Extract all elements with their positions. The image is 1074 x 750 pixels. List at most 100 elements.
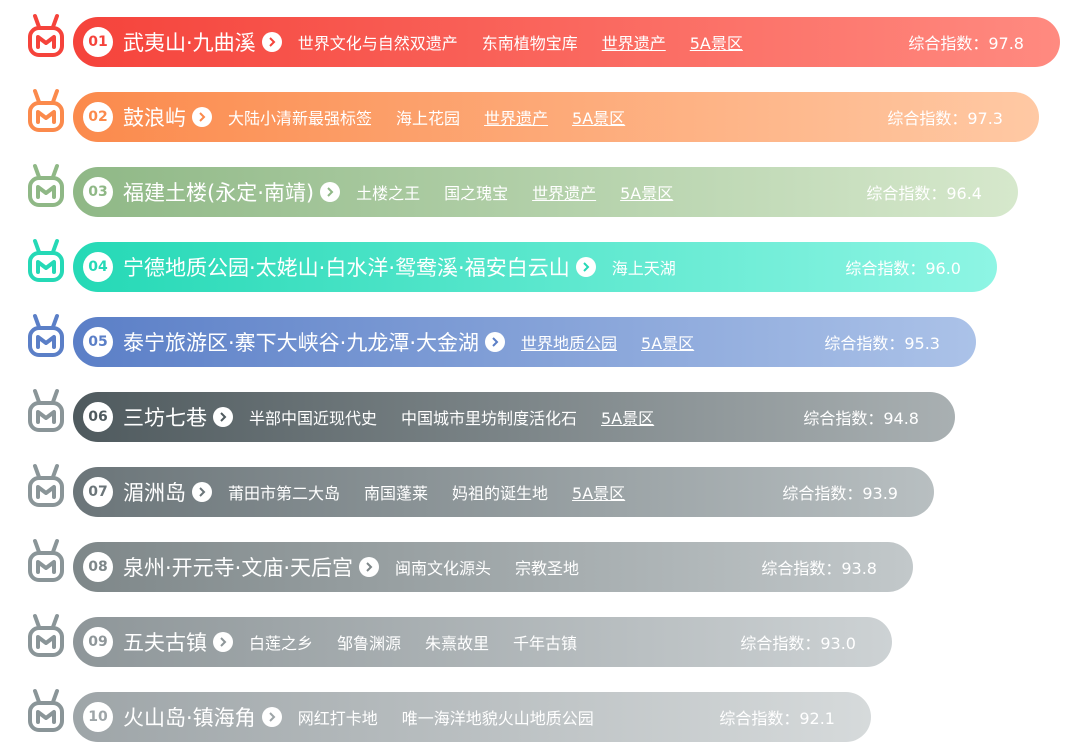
tag: 宗教圣地 xyxy=(515,559,580,578)
arrow-glyph xyxy=(220,412,227,422)
tag: 闽南文化源头 xyxy=(395,559,492,578)
tag[interactable]: 世界地质公园 xyxy=(521,334,618,353)
ranking-row[interactable]: 04 宁德地质公园·太姥山·白水洋·鸳鸯溪·福安白云山 海上天湖 综合指数：96.0 xyxy=(73,242,997,292)
rank-badge: 04 xyxy=(83,252,113,282)
arrow-glyph xyxy=(199,487,206,497)
ranking-row[interactable]: 05 泰宁旅游区·寨下大峡谷·九龙潭·大金湖 世界地质公园 5A景区 综合指数：95.3 xyxy=(73,317,976,367)
tag[interactable]: 世界遗产 xyxy=(601,34,666,53)
tag[interactable]: 世界遗产 xyxy=(484,109,549,128)
rank-badge: 07 xyxy=(83,477,113,507)
score: 综合指数：93.9 xyxy=(782,484,898,503)
tag: 莆田市第二大岛 xyxy=(228,484,341,503)
tag[interactable]: 5A景区 xyxy=(572,484,626,503)
tag: 海上天湖 xyxy=(611,259,676,278)
arrow-glyph xyxy=(327,187,334,197)
place-name[interactable]: 泰宁旅游区·寨下大峡谷·九龙潭·大金湖 xyxy=(123,331,480,355)
tag: 朱熹故里 xyxy=(425,634,490,653)
rank-icon xyxy=(28,614,64,657)
tag: 半部中国近现代史 xyxy=(249,409,378,428)
arrow-glyph xyxy=(220,637,227,647)
detail-arrow[interactable] xyxy=(192,107,212,127)
place-name[interactable]: 火山岛·镇海角 xyxy=(123,706,256,730)
tag: 网红打卡地 xyxy=(297,709,378,728)
rank-icon xyxy=(28,464,64,507)
tag: 唯一海洋地貌火山地质公园 xyxy=(401,709,594,728)
tag: 世界文化与自然双遗产 xyxy=(297,34,458,53)
tag[interactable]: 5A景区 xyxy=(601,409,655,428)
rank-badge: 06 xyxy=(83,402,113,432)
rank-icon xyxy=(28,314,64,357)
score: 综合指数：95.3 xyxy=(824,334,940,353)
rank-badge: 03 xyxy=(83,177,113,207)
tag[interactable]: 5A景区 xyxy=(641,334,695,353)
rank-badge: 08 xyxy=(83,552,113,582)
rank-badge: 10 xyxy=(83,702,113,732)
score: 综合指数：92.1 xyxy=(719,709,835,728)
tag[interactable]: 5A景区 xyxy=(572,109,626,128)
tag: 妈祖的诞生地 xyxy=(452,484,549,503)
rank-icon xyxy=(28,14,64,57)
rank-icon xyxy=(28,239,64,282)
detail-arrow[interactable] xyxy=(213,407,233,427)
rank-icon xyxy=(28,689,64,732)
tag[interactable]: 世界遗产 xyxy=(532,184,597,203)
ranking-row[interactable]: 01 武夷山·九曲溪 世界文化与自然双遗产 东南植物宝库 世界遗产 5A景区 综合指数：97… xyxy=(73,17,1060,67)
tag: 大陆小清新最强标签 xyxy=(228,109,373,128)
detail-arrow[interactable] xyxy=(320,182,341,202)
ranking-row[interactable]: 10 火山岛·镇海角 网红打卡地 唯一海洋地貌火山地质公园 综合指数：92.1 xyxy=(73,692,871,742)
place-name[interactable]: 福建土楼(永定·南靖) xyxy=(123,181,315,205)
tag: 南国蓬莱 xyxy=(364,484,429,503)
detail-arrow[interactable] xyxy=(261,707,282,727)
rank-badge: 01 xyxy=(83,27,113,57)
detail-arrow[interactable] xyxy=(359,557,380,577)
tag[interactable]: 5A景区 xyxy=(689,34,743,53)
ranking-row[interactable]: 07 湄洲岛 莆田市第二大岛 南国蓬莱 妈祖的诞生地 5A景区 综合指数：93.9 xyxy=(73,467,934,517)
detail-arrow[interactable] xyxy=(192,482,212,502)
ranking-row[interactable]: 02 鼓浪屿 大陆小清新最强标签 海上花园 世界遗产 5A景区 综合指数：97.3 xyxy=(73,92,1039,142)
score: 综合指数：93.0 xyxy=(740,634,856,653)
ranking-row[interactable]: 06 三坊七巷 半部中国近现代史 中国城市里坊制度活化石 5A景区 综合指数：94.8 xyxy=(73,392,955,442)
tag: 土楼之王 xyxy=(356,184,421,203)
tag: 邹鲁渊源 xyxy=(337,634,402,653)
place-name[interactable]: 泉州·开元寺·文庙·天后宫 xyxy=(123,556,354,580)
rank-badge: 05 xyxy=(83,327,113,357)
arrow-glyph xyxy=(268,712,276,722)
rank-badge: 09 xyxy=(83,627,113,657)
place-name[interactable]: 鼓浪屿 xyxy=(123,106,186,130)
place-name[interactable]: 湄洲岛 xyxy=(123,481,186,505)
score: 综合指数：94.8 xyxy=(803,409,919,428)
tag: 白莲之乡 xyxy=(249,634,314,653)
place-name[interactable]: 宁德地质公园·太姥山·白水洋·鸳鸯溪·福安白云山 xyxy=(123,256,570,280)
tag: 中国城市里坊制度活化石 xyxy=(401,409,578,428)
score: 综合指数：96.0 xyxy=(845,259,961,278)
ranking-row[interactable]: 03 福建土楼(永定·南靖) 土楼之王 国之瑰宝 世界遗产 5A景区 综合指数：96.4 xyxy=(73,167,1018,217)
detail-arrow[interactable] xyxy=(485,332,506,352)
rank-badge: 02 xyxy=(83,102,113,132)
arrow-glyph xyxy=(199,112,206,122)
arrow-glyph xyxy=(268,37,276,47)
arrow-glyph xyxy=(492,337,499,347)
tag: 海上花园 xyxy=(396,109,461,128)
rank-icon xyxy=(28,389,64,432)
tag[interactable]: 5A景区 xyxy=(620,184,674,203)
rank-icon xyxy=(28,164,64,207)
ranking-row[interactable]: 09 五夫古镇 白莲之乡 邹鲁渊源 朱熹故里 千年古镇 综合指数：93.0 xyxy=(73,617,892,667)
tag: 国之瑰宝 xyxy=(444,184,509,203)
arrow-glyph xyxy=(366,562,373,572)
tag: 千年古镇 xyxy=(513,634,578,653)
place-name[interactable]: 三坊七巷 xyxy=(123,406,207,430)
rank-icon xyxy=(28,539,64,582)
score: 综合指数：96.4 xyxy=(866,184,982,203)
detail-arrow[interactable] xyxy=(213,632,233,652)
score: 综合指数：97.3 xyxy=(887,109,1003,128)
rank-icon xyxy=(28,89,64,132)
detail-arrow[interactable] xyxy=(575,257,596,277)
score: 综合指数：93.8 xyxy=(761,559,877,578)
score: 综合指数：97.8 xyxy=(908,34,1024,53)
tag: 东南植物宝库 xyxy=(481,34,578,53)
ranking-row[interactable]: 08 泉州·开元寺·文庙·天后宫 闽南文化源头 宗教圣地 综合指数：93.8 xyxy=(73,542,913,592)
detail-arrow[interactable] xyxy=(261,32,282,52)
place-name[interactable]: 五夫古镇 xyxy=(123,631,207,655)
place-name[interactable]: 武夷山·九曲溪 xyxy=(123,31,256,55)
